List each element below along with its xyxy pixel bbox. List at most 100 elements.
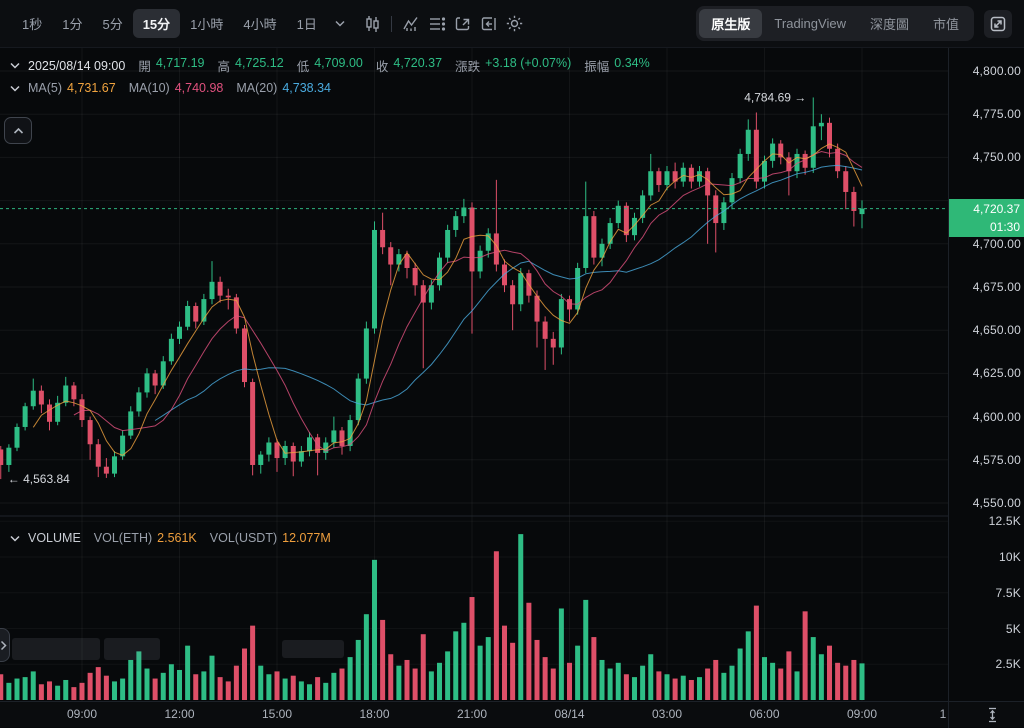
candle-body xyxy=(745,129,751,154)
candle-body xyxy=(664,171,670,186)
layout-list-icon[interactable] xyxy=(424,11,450,37)
candlestick-volume-chart[interactable]: 4,784.69 → ← 4,563.84 xyxy=(0,48,948,701)
ma-collapse-chevron-icon[interactable] xyxy=(10,85,20,92)
volume-bar xyxy=(307,684,312,700)
candle-body xyxy=(558,299,564,348)
candle-body xyxy=(493,233,499,265)
candle-body xyxy=(250,382,256,465)
volume-bar xyxy=(274,671,280,700)
volume-bar xyxy=(623,674,629,700)
volume-bar xyxy=(493,551,499,700)
candle-body xyxy=(38,390,44,405)
interval-15m[interactable]: 15分 xyxy=(132,9,181,38)
volume-bar xyxy=(95,667,101,700)
vol-eth-label: VOL(ETH) xyxy=(93,531,153,545)
interval-1m[interactable]: 1分 xyxy=(62,17,83,32)
candle-body xyxy=(363,328,369,379)
volume-bar xyxy=(632,677,637,700)
candle-body xyxy=(713,195,719,224)
volume-bar xyxy=(428,671,434,700)
candle-body xyxy=(770,143,776,161)
volume-bar xyxy=(331,672,337,700)
candle-body xyxy=(331,430,337,443)
last-price-badge: 4,720.37 01:30 xyxy=(949,198,1024,237)
candle-body xyxy=(818,122,824,127)
interval-1h[interactable]: 1小時 xyxy=(190,17,224,32)
open-label: 開 xyxy=(138,60,151,74)
candle-body xyxy=(144,373,150,393)
candle-body xyxy=(0,449,4,465)
side-panel-toggle-button[interactable] xyxy=(0,628,10,662)
candle-body xyxy=(859,208,865,215)
interval-chevron-down-icon[interactable] xyxy=(327,11,353,37)
interval-1d[interactable]: 1日 xyxy=(296,17,317,32)
candle-body xyxy=(388,247,394,265)
collapse-pane-button[interactable] xyxy=(4,117,32,144)
ma10-line xyxy=(73,150,863,452)
low-marker-label: ← 4,563.84 xyxy=(8,472,70,486)
candle-body xyxy=(762,160,767,182)
candle-body xyxy=(851,191,857,211)
ma10-label: MA(10) xyxy=(128,81,170,95)
candle-body xyxy=(380,229,386,248)
time-tick: 12:00 xyxy=(164,707,195,721)
volume-bar xyxy=(323,682,329,700)
volume-bar xyxy=(575,645,581,700)
settings-gear-icon[interactable] xyxy=(502,11,528,37)
volume-bar xyxy=(534,639,540,700)
volume-bar xyxy=(672,678,678,700)
volume-collapse-chevron-icon[interactable] xyxy=(10,535,20,542)
volume-bar xyxy=(786,651,792,700)
volume-bar xyxy=(372,559,377,700)
candle-body xyxy=(290,445,296,462)
screenshot-icon[interactable] xyxy=(450,11,476,37)
replay-icon[interactable] xyxy=(476,11,502,37)
indicators-icon[interactable] xyxy=(398,11,424,37)
tab-market-cap[interactable]: 市值 xyxy=(932,17,959,32)
candle-body xyxy=(298,451,304,462)
volume-bar xyxy=(217,677,223,700)
volume-bar xyxy=(510,642,516,700)
interval-1s[interactable]: 1秒 xyxy=(22,17,43,32)
candle-body xyxy=(136,392,142,412)
volume-bar xyxy=(640,665,646,700)
volume-title: VOLUME xyxy=(28,531,81,545)
volume-bar xyxy=(103,675,109,700)
volume-bar xyxy=(347,657,353,700)
vol-usdt-value: 12.077M xyxy=(282,531,331,545)
volume-bar xyxy=(404,659,410,700)
candle-body xyxy=(672,171,678,182)
tab-depth-chart[interactable]: 深度圖 xyxy=(869,17,909,32)
volume-bar xyxy=(242,648,247,700)
candle-body xyxy=(794,153,800,172)
volume-bar xyxy=(201,671,207,700)
interval-4h[interactable]: 4小時 xyxy=(243,17,277,32)
candle-body xyxy=(185,306,191,327)
time-axis[interactable]: 09:00 12:00 15:00 18:00 21:00 08/14 03:00 06:00… xyxy=(0,701,1024,728)
volume-bar xyxy=(30,671,36,700)
tab-tradingview[interactable]: TradingView xyxy=(774,16,846,31)
volume-bar xyxy=(615,662,621,700)
candle-body xyxy=(542,321,548,339)
fullscreen-button[interactable] xyxy=(984,9,1012,38)
candle-body xyxy=(688,167,694,182)
volume-bar xyxy=(55,685,61,700)
volume-legend: VOLUME VOL(ETH) 2.561K VOL(USDT) 12.077M xyxy=(10,531,331,545)
ohlc-collapse-chevron-icon[interactable] xyxy=(10,62,20,69)
candle-body xyxy=(193,306,199,322)
volume-bar xyxy=(729,665,735,700)
candle-body xyxy=(502,264,507,286)
tab-native-version[interactable]: 原生版 xyxy=(699,9,763,38)
interval-5m[interactable]: 5分 xyxy=(102,17,123,32)
view-mode-tabs: 原生版 TradingView 深度圖 市值 xyxy=(696,6,974,41)
price-scale-reset-icon[interactable] xyxy=(982,705,1002,725)
candle-type-icon[interactable] xyxy=(359,11,385,37)
volume-bar xyxy=(209,655,215,700)
volume-bar xyxy=(705,668,711,700)
volume-bar xyxy=(282,678,288,700)
ma5-label: MA(5) xyxy=(28,81,63,95)
candle-body xyxy=(177,326,182,339)
volume-bar xyxy=(778,668,784,700)
price-axis[interactable]: 4,800.00 4,775.00 4,750.00 4,700.00 4,675.00… xyxy=(948,48,1024,701)
